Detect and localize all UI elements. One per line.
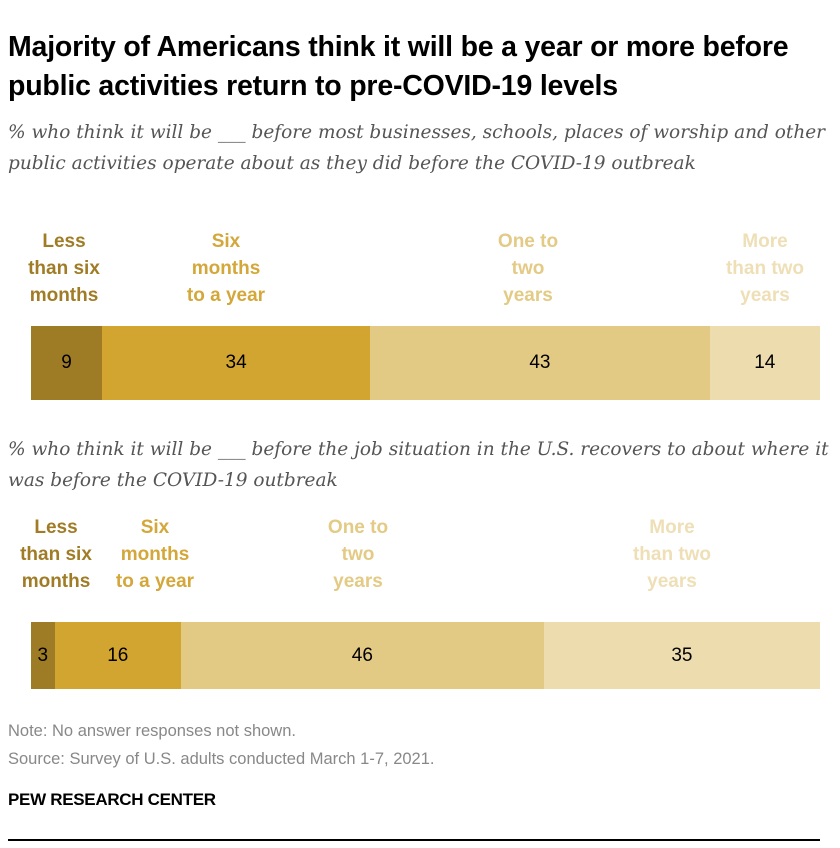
bar-segment — [31, 622, 55, 689]
source: Source: Survey of U.S. adults conducted … — [8, 750, 435, 768]
data-label: 35 — [671, 644, 693, 666]
data-label: 3 — [37, 644, 49, 666]
chart-2-subtitle: % who think it will be ___ before the jo… — [8, 439, 829, 491]
legend-label: One to two years — [497, 231, 559, 306]
legend-label: One to two years — [327, 517, 389, 592]
bar-segment — [180, 622, 544, 689]
brand-logo: PEW RESEARCH CENTER — [8, 790, 216, 809]
bar-segment — [370, 326, 710, 400]
bar-segment — [709, 326, 820, 400]
bar-segment — [54, 622, 181, 689]
bar-segment — [543, 622, 820, 689]
chart-title: Majority of Americans think it will be a… — [8, 31, 789, 102]
bar-segment — [31, 326, 102, 400]
legend-label: Less than six months — [28, 231, 100, 306]
note: Note: No answer responses not shown. — [8, 722, 296, 740]
bar-segment — [102, 326, 371, 400]
data-label: 46 — [351, 644, 373, 666]
legend-label: More than two years — [632, 517, 712, 592]
data-label: 43 — [529, 352, 551, 373]
data-label: 14 — [754, 352, 776, 373]
divider — [8, 839, 820, 841]
legend-label: Six months to a year — [186, 231, 266, 306]
stacked-bar: 3 16 46 35 — [31, 622, 820, 689]
data-label: 16 — [107, 644, 129, 666]
stacked-bar: 9 34 43 14 — [31, 326, 820, 400]
legend-label: Less than six months — [20, 517, 92, 592]
legend-label: Six months to a year — [115, 517, 195, 592]
data-label: 34 — [225, 352, 247, 373]
data-label: 9 — [61, 352, 72, 373]
legend-label: More than two years — [725, 231, 805, 306]
chart-1-subtitle: % who think it will be ___ before most b… — [8, 122, 826, 174]
